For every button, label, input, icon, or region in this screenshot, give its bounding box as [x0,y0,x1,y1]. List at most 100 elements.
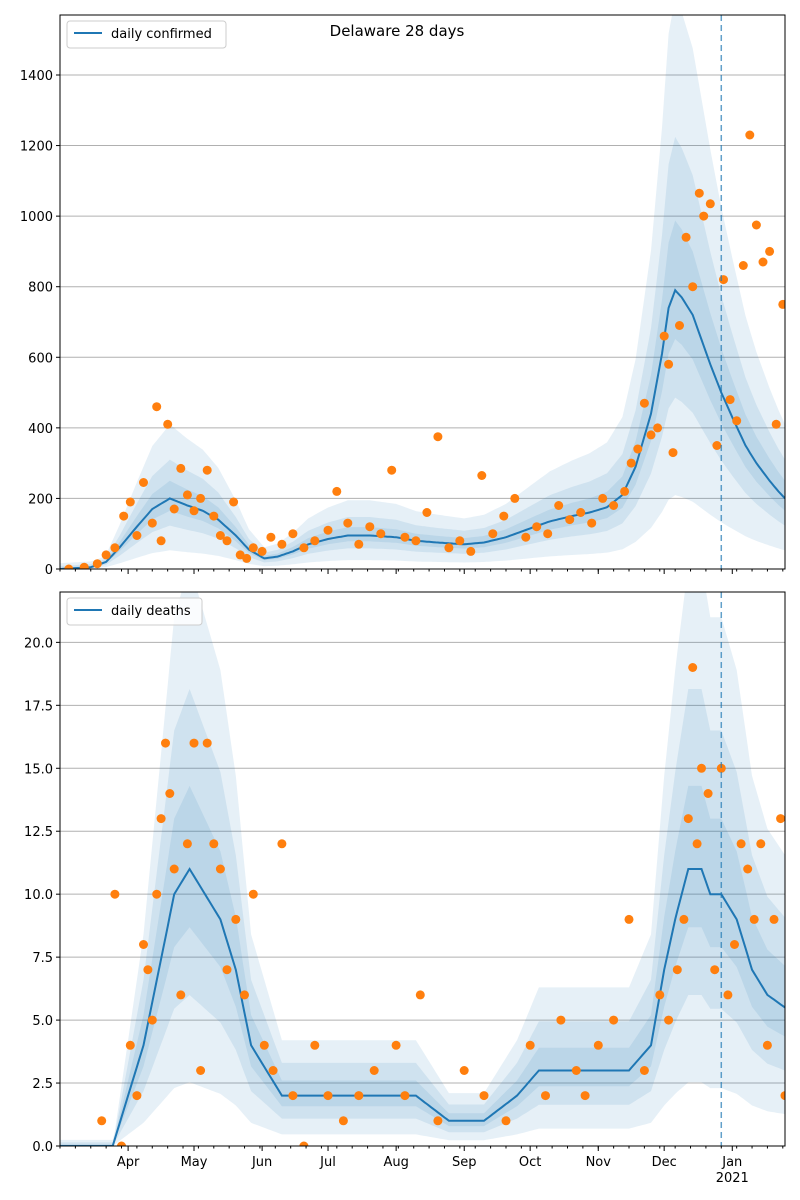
observed-point [688,282,698,292]
observed-point [703,789,713,798]
observed-point [343,518,353,528]
observed-point [189,506,199,516]
observed-point [139,940,148,949]
uncertainty-band [60,689,785,1146]
observed-point [117,1141,126,1146]
observed-point [189,738,199,748]
observed-point [681,232,691,242]
observed-point [132,1091,142,1101]
observed-point [64,564,74,569]
observed-point [477,471,487,480]
observed-point [176,990,186,1000]
observed-point [719,275,728,285]
observed-point [705,199,715,209]
observed-point [771,419,781,429]
x-tick-label: Jun [251,1155,272,1170]
deaths-median [60,867,785,1146]
y-tick-label: 200 [28,492,53,507]
observed-point [459,1066,469,1075]
observed-point [277,539,287,549]
observed-point [332,486,342,496]
observed-point [521,532,531,542]
observed-point [510,493,520,503]
observed-point [411,536,421,546]
observed-point [400,1091,410,1101]
observed-point [556,1015,566,1025]
observed-point [444,543,454,553]
observed-point [202,465,212,475]
observed-point [354,1091,364,1101]
observed-point [387,465,397,475]
observed-point [110,543,120,553]
observed-point [736,839,746,849]
observed-point [699,211,709,221]
observed-point [655,990,665,1000]
observed-point [639,1066,649,1075]
observed-point [156,814,166,824]
legend-label: daily deaths [111,604,191,619]
x-tick-label: Dec [652,1155,677,1170]
observed-point [422,508,432,517]
confirmed-y-axis: 0 200 400 600 800 1000 1200 1400 [20,69,60,578]
observed-point [723,990,733,1000]
confirmed-panel: 0 200 400 600 800 1000 1200 1400 Delaware 28 da… [20,14,786,578]
observed-point [780,1091,785,1101]
observed-point [664,359,674,369]
observed-point [196,1066,206,1075]
uncertainty-band [60,220,785,569]
observed-point [110,889,120,899]
confirmed-grid [60,74,785,499]
axes-frame [59,14,786,570]
observed-point [716,763,726,773]
y-tick-label: 1000 [20,210,53,225]
observed-point [653,423,663,433]
observed-point [466,546,476,556]
observed-point [310,536,320,546]
confirmed-x-axis [59,569,784,574]
observed-point [125,1040,135,1050]
y-tick-label: 0 [45,563,53,578]
observed-point [479,1091,489,1101]
observed-point [156,536,166,546]
confirmed-frame [59,14,786,570]
observed-point [541,1091,550,1101]
observed-point [694,188,704,198]
uncertainty-band [60,592,785,1146]
y-tick-label: 2.5 [32,1077,53,1092]
observed-point [92,559,102,569]
observed-point [240,990,249,1000]
y-tick-label: 1400 [20,69,53,84]
observed-point [626,458,636,468]
observed-point [501,1116,511,1126]
y-tick-label: 800 [28,281,53,296]
observed-point [710,965,720,975]
observed-point [215,531,225,540]
observed-point [143,965,153,975]
observed-point [659,331,669,341]
axes-frame [59,591,786,1147]
y-tick-label: 10.0 [24,888,53,903]
legend-label: daily confirmed [111,27,212,42]
observed-point [229,497,239,507]
deaths-bands [60,592,785,1146]
observed-point [730,940,739,949]
observed-point [455,536,465,546]
observed-point [765,246,775,256]
observed-point [415,990,425,1000]
y-tick-label: 20.0 [24,636,53,651]
observed-point [202,738,212,748]
y-tick-label: 5.0 [32,1014,53,1029]
y-tick-label: 400 [28,422,53,437]
deaths-panel: 0.0 2.5 5.0 7.5 10.0 12.5 15.0 17.5 20.0 Apr May J… [24,591,786,1186]
confirmed-legend: daily confirmed [66,20,227,49]
observed-point [310,1040,320,1050]
observed-point [543,529,553,539]
observed-point [683,814,693,824]
observed-point [433,432,443,442]
observed-point [609,501,619,510]
chart-title: Delaware 28 days [330,22,465,40]
observed-point [756,839,766,849]
observed-point [132,531,142,540]
